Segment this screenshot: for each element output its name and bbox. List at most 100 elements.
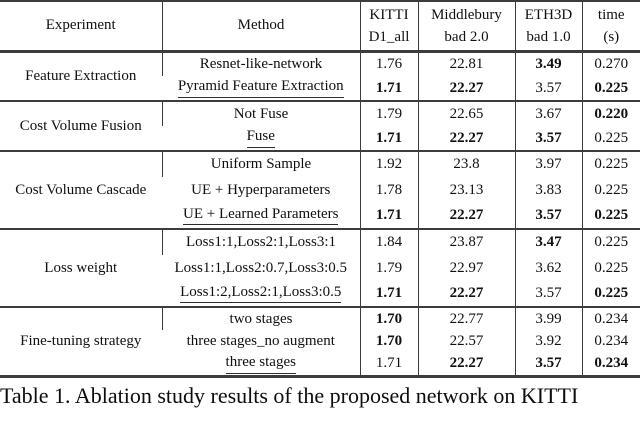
method-cell: Loss1:2,Loss2:1,Loss3:0.5 bbox=[162, 281, 360, 307]
method-label: three stages bbox=[225, 354, 296, 374]
experiment-cell: Cost Volume Fusion bbox=[19, 117, 142, 134]
table-row: UE + Hyperparameters 1.78 23.13 3.83 0.2… bbox=[0, 177, 640, 203]
method-cell: two stages bbox=[161, 307, 360, 330]
method-cell: UE + Hyperparameters bbox=[162, 177, 360, 203]
method-cell: Not Fuse bbox=[161, 101, 360, 126]
method-label: Loss1:2,Loss2:1,Loss3:0.5 bbox=[180, 284, 342, 304]
method-label: Not Fuse bbox=[233, 105, 289, 122]
middlebury-value: 22.81 bbox=[417, 51, 515, 76]
col-header-middlebury-line1: Middlebury bbox=[431, 6, 502, 23]
table-row: Pyramid Feature Extraction 1.71 22.27 3.… bbox=[0, 76, 640, 101]
kitti-value: 1.78 bbox=[359, 177, 418, 203]
kitti-value: 1.70 bbox=[359, 307, 418, 330]
col-header-time-line2: (s) bbox=[603, 28, 620, 45]
method-label: Resnet-like-network bbox=[199, 55, 323, 72]
kitti-value: 1.79 bbox=[359, 255, 418, 281]
middlebury-value: 22.27 bbox=[417, 353, 515, 376]
method-cell: three stages bbox=[162, 353, 360, 376]
middlebury-value: 22.57 bbox=[417, 330, 515, 353]
kitti-value: 1.71 bbox=[359, 281, 418, 307]
middlebury-value: 22.97 bbox=[417, 255, 515, 281]
method-label: two stages bbox=[229, 310, 293, 327]
table-row: Loss weight Loss1:1,Loss2:1,Loss3:1 1.84… bbox=[0, 229, 640, 276]
method-label: Fuse bbox=[246, 128, 275, 148]
middlebury-value: 23.8 bbox=[417, 151, 515, 177]
method-cell: Pyramid Feature Extraction bbox=[162, 76, 360, 101]
eth3d-value: 3.92 bbox=[514, 330, 582, 353]
eth3d-value: 3.57 bbox=[514, 281, 582, 307]
kitti-value: 1.71 bbox=[359, 126, 418, 151]
kitti-value: 1.71 bbox=[359, 203, 418, 229]
col-header-eth3d-line2: bad 1.0 bbox=[526, 28, 571, 45]
kitti-value: 1.84 bbox=[359, 229, 418, 255]
table-row: three stages 1.71 22.27 3.57 0.234 bbox=[0, 353, 640, 376]
col-header-eth3d: ETH3D bad 1.0 bbox=[514, 1, 582, 53]
eth3d-value: 3.67 bbox=[514, 101, 582, 126]
middlebury-value: 22.27 bbox=[417, 76, 515, 101]
eth3d-value: 3.57 bbox=[514, 353, 582, 376]
eth3d-value: 3.97 bbox=[514, 151, 582, 177]
table-row: Loss1:1,Loss2:0.7,Loss3:0.5 1.79 22.97 3… bbox=[0, 255, 640, 281]
col-header-time-line1: time bbox=[597, 6, 625, 23]
col-header-kitti-line1: KITTI bbox=[369, 6, 409, 23]
ablation-table: Experiment Method KITTI D1_all Middlebur… bbox=[0, 0, 640, 378]
header-row: Experiment Method KITTI D1_all Middlebur… bbox=[0, 1, 640, 53]
col-header-method: Method bbox=[161, 1, 360, 53]
eth3d-value: 3.99 bbox=[514, 307, 582, 330]
middlebury-value: 22.65 bbox=[417, 101, 515, 126]
method-label: UE + Learned Parameters bbox=[183, 206, 339, 226]
kitti-value: 1.71 bbox=[359, 353, 418, 376]
kitti-value: 1.70 bbox=[359, 330, 418, 353]
eth3d-value: 3.49 bbox=[514, 51, 582, 76]
time-value: 0.234 bbox=[581, 330, 640, 353]
time-value: 0.270 bbox=[581, 51, 640, 76]
time-value: 0.225 bbox=[581, 229, 640, 255]
method-cell: three stages_no augment bbox=[162, 330, 360, 353]
experiment-cell: Feature Extraction bbox=[25, 67, 137, 84]
experiment-cell: Loss weight bbox=[44, 259, 118, 276]
method-label: Pyramid Feature Extraction bbox=[177, 78, 344, 98]
col-header-middlebury: Middlebury bad 2.0 bbox=[417, 1, 515, 53]
eth3d-value: 3.83 bbox=[514, 177, 582, 203]
method-cell: Fuse bbox=[162, 126, 360, 151]
method-cell: Loss1:1,Loss2:0.7,Loss3:0.5 bbox=[162, 255, 360, 281]
time-value: 0.220 bbox=[581, 101, 640, 126]
col-header-time: time (s) bbox=[581, 1, 640, 53]
experiment-cell: Fine-tuning strategy bbox=[20, 332, 142, 349]
middlebury-value: 22.77 bbox=[417, 307, 515, 330]
middlebury-value: 22.27 bbox=[417, 281, 515, 307]
table-row: Fuse 1.71 22.27 3.57 0.225 bbox=[0, 126, 640, 151]
eth3d-value: 3.57 bbox=[514, 126, 582, 151]
kitti-value: 1.79 bbox=[359, 101, 418, 126]
time-value: 0.225 bbox=[581, 203, 640, 229]
time-value: 0.225 bbox=[581, 126, 640, 151]
time-value: 0.225 bbox=[581, 281, 640, 307]
middlebury-value: 22.27 bbox=[417, 126, 515, 151]
method-cell: UE + Learned Parameters bbox=[162, 203, 360, 229]
eth3d-value: 3.47 bbox=[514, 229, 582, 255]
col-header-middlebury-line2: bad 2.0 bbox=[444, 28, 489, 45]
method-cell: Resnet-like-network bbox=[161, 51, 360, 76]
middlebury-value: 22.27 bbox=[417, 203, 515, 229]
table-row: three stages_no augment 1.70 22.57 3.92 … bbox=[0, 330, 640, 353]
table-row: Fine-tuning strategy two stages 1.70 22.… bbox=[0, 307, 640, 349]
method-label: Uniform Sample bbox=[210, 156, 312, 172]
experiment-cell: Cost Volume Cascade bbox=[15, 181, 147, 198]
eth3d-value: 3.57 bbox=[514, 76, 582, 101]
time-value: 0.225 bbox=[581, 255, 640, 281]
time-value: 0.225 bbox=[581, 151, 640, 177]
table-row: Loss1:2,Loss2:1,Loss3:0.5 1.71 22.27 3.5… bbox=[0, 281, 640, 307]
kitti-value: 1.76 bbox=[359, 51, 418, 76]
method-cell: Uniform Sample bbox=[161, 151, 360, 177]
method-label: three stages_no augment bbox=[186, 333, 335, 349]
col-header-eth3d-line1: ETH3D bbox=[524, 6, 573, 23]
method-label: UE + Hyperparameters bbox=[191, 181, 331, 198]
table-caption: Table 1. Ablation study results of the p… bbox=[0, 382, 579, 408]
time-value: 0.234 bbox=[581, 353, 640, 376]
col-header-kitti-line2: D1_all bbox=[368, 28, 410, 45]
table-row: Cost Volume Fusion Not Fuse 1.79 22.65 3… bbox=[0, 101, 640, 134]
table-row: UE + Learned Parameters 1.71 22.27 3.57 … bbox=[0, 203, 640, 229]
method-cell: Loss1:1,Loss2:1,Loss3:1 bbox=[161, 229, 360, 255]
middlebury-value: 23.13 bbox=[417, 177, 515, 203]
